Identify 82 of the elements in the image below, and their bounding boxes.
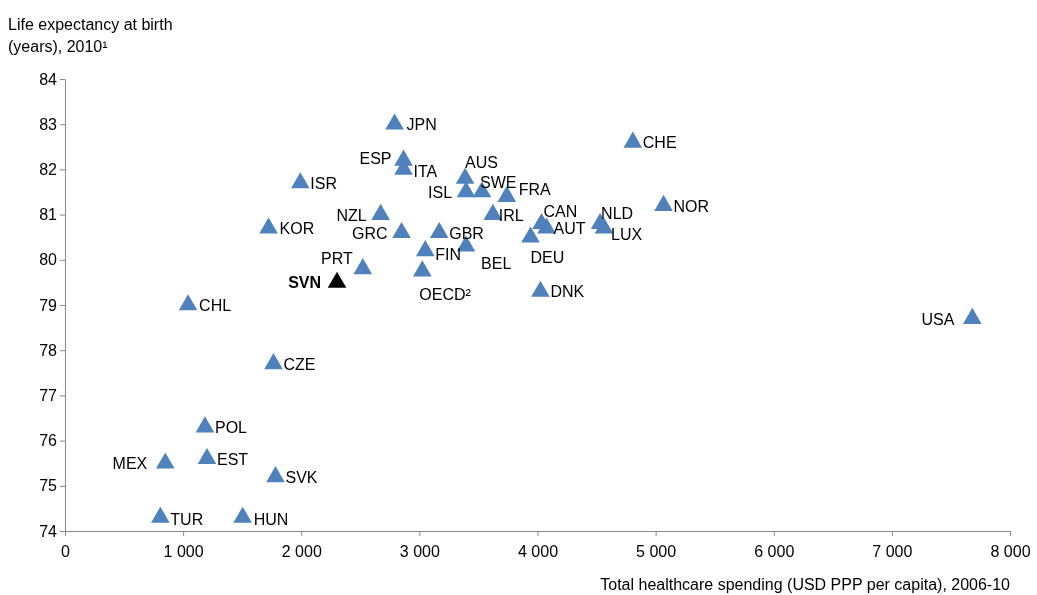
annotation: GBR — [449, 224, 484, 242]
point — [385, 113, 404, 130]
point — [623, 131, 643, 148]
annotation: ITA — [413, 163, 438, 181]
annotation: NOR — [673, 197, 710, 215]
annotation: FRA — [518, 180, 552, 198]
point — [654, 194, 673, 211]
point — [327, 271, 347, 288]
point — [178, 294, 198, 311]
annotation: HUN — [253, 511, 289, 529]
point — [353, 258, 373, 275]
point — [371, 203, 390, 220]
annotation: FIN — [435, 245, 462, 263]
point — [521, 226, 540, 243]
point — [456, 181, 476, 198]
annotation: KOR — [279, 220, 315, 238]
annotation: CAN — [543, 202, 578, 220]
annotation: EST — [216, 450, 249, 468]
annotation: LUX — [611, 226, 643, 244]
point — [233, 506, 252, 523]
y-tick-label: 82 — [39, 161, 58, 179]
y-tick-label: 83 — [39, 115, 58, 133]
point — [413, 260, 432, 277]
point — [415, 240, 435, 257]
y-tick-label: 76 — [39, 432, 58, 450]
point — [264, 353, 283, 370]
annotation: IRL — [498, 206, 524, 224]
point — [455, 167, 475, 184]
point — [291, 172, 310, 189]
annotation: SWE — [479, 174, 517, 191]
x-axis-title: Total healthcare spending (USD PPP per capita), 2006-10 — [600, 576, 1011, 593]
x-tick-label: 7 000 — [872, 542, 913, 560]
point — [392, 221, 411, 239]
point — [266, 466, 285, 483]
point — [151, 506, 170, 523]
y-tick-label: 75 — [39, 477, 58, 495]
annotation: ISL — [428, 184, 453, 201]
y-tick-label: 81 — [39, 206, 58, 224]
annotation: SVK — [285, 468, 318, 486]
annotation: PRT — [321, 249, 354, 267]
annotation: GRC — [351, 224, 388, 242]
annotation: POL — [214, 419, 248, 437]
annotation: SVN — [288, 274, 322, 292]
annotation: AUS — [465, 154, 498, 172]
annotation: JPN — [406, 116, 437, 134]
x-tick-label: 0 — [61, 542, 71, 560]
y-tick-label: 74 — [39, 522, 58, 540]
point — [963, 307, 982, 324]
y-tick-label: 84 — [39, 70, 58, 88]
y-tick-label: 77 — [39, 387, 58, 405]
annotation: MEX — [112, 455, 148, 473]
annotation: CHL — [199, 297, 232, 314]
y-tick-label: 78 — [39, 341, 58, 359]
point — [531, 280, 550, 297]
annotation: AUT — [553, 220, 586, 238]
annotation: CHE — [642, 134, 677, 152]
y-axis-title: Life expectancy at birth (years), 2010¹ — [8, 16, 173, 55]
point — [259, 217, 278, 234]
x-tick-label: 2 000 — [281, 542, 322, 560]
point — [429, 221, 449, 239]
annotation: ISR — [310, 174, 337, 192]
annotation: OECD² — [419, 286, 472, 304]
annotation: USA — [921, 310, 955, 328]
point — [195, 416, 215, 433]
annotation: ESP — [359, 150, 392, 168]
annotation: DEU — [530, 249, 565, 267]
x-tick-label: 1 000 — [163, 542, 204, 560]
x-tick-label: 5 000 — [636, 542, 677, 560]
point — [155, 452, 175, 469]
annotation: NZL — [336, 206, 367, 224]
x-tick-label: 6 000 — [754, 542, 795, 560]
annotation: BEL — [481, 255, 512, 273]
annotation: TUR — [170, 511, 204, 529]
point — [197, 447, 217, 465]
y-tick-label: 80 — [39, 251, 58, 269]
y-tick-label: 79 — [39, 296, 58, 314]
x-tick-label: 3 000 — [399, 542, 440, 560]
annotation: DNK — [550, 283, 585, 301]
x-tick-label: 4 000 — [517, 542, 559, 560]
annotation: NLD — [601, 204, 634, 222]
annotation: CZE — [283, 355, 316, 373]
x-tick-label: 8 000 — [990, 542, 1031, 560]
